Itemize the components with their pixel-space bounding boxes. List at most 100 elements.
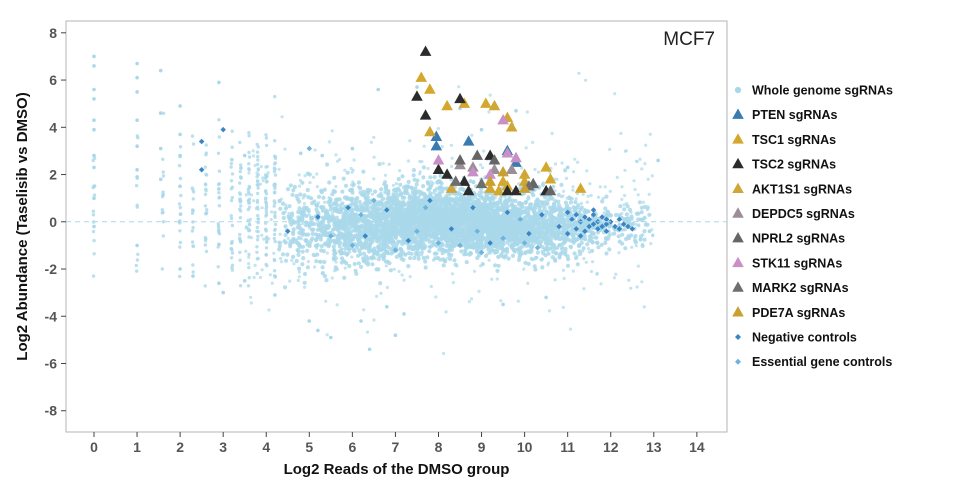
whole-genome-point	[273, 222, 278, 227]
whole-genome-point	[622, 203, 626, 207]
whole-genome-point	[135, 258, 140, 262]
whole-genome-point	[367, 209, 372, 215]
whole-genome-point	[415, 246, 420, 251]
whole-genome-point	[377, 249, 381, 253]
whole-genome-point	[420, 230, 424, 234]
whole-genome-point	[540, 249, 544, 253]
whole-genome-point	[565, 236, 569, 240]
whole-genome-point	[373, 208, 378, 213]
whole-genome-point	[579, 240, 584, 245]
whole-genome-point	[496, 263, 501, 268]
whole-genome-point	[388, 268, 393, 273]
whole-genome-point	[203, 204, 208, 208]
whole-genome-point	[256, 167, 260, 171]
whole-genome-point	[387, 231, 392, 236]
whole-genome-point	[305, 265, 310, 270]
whole-genome-point	[307, 319, 312, 323]
whole-genome-point	[160, 211, 164, 215]
whole-genome-point	[320, 230, 324, 234]
whole-genome-point	[319, 226, 324, 231]
whole-genome-point	[449, 143, 453, 147]
whole-genome-point	[470, 231, 475, 237]
negative-controls-point	[285, 228, 291, 234]
whole-genome-point	[256, 234, 260, 238]
whole-genome-point	[307, 172, 312, 177]
whole-genome-point	[341, 216, 346, 221]
whole-genome-point	[247, 134, 251, 138]
whole-genome-point	[336, 210, 340, 214]
whole-genome-point	[603, 185, 607, 189]
whole-genome-point	[348, 188, 353, 193]
whole-genome-point	[573, 220, 578, 225]
whole-genome-point	[384, 264, 388, 268]
whole-genome-point	[249, 236, 253, 240]
whole-genome-point	[525, 110, 529, 114]
whole-genome-point	[646, 177, 650, 181]
whole-genome-point	[447, 222, 452, 227]
whole-genome-point	[516, 299, 520, 303]
whole-genome-point	[456, 230, 462, 235]
whole-genome-point	[388, 247, 394, 252]
whole-genome-point	[592, 236, 597, 240]
whole-genome-point	[420, 253, 424, 257]
whole-genome-point	[262, 237, 266, 241]
whole-genome-point	[641, 233, 645, 237]
whole-genome-point	[229, 198, 234, 203]
whole-genome-point	[269, 218, 273, 222]
whole-genome-point	[582, 234, 587, 239]
whole-genome-point	[418, 232, 423, 237]
whole-genome-point	[543, 253, 548, 258]
whole-genome-point	[238, 236, 242, 240]
whole-genome-point	[92, 118, 96, 122]
whole-genome-point	[467, 210, 473, 215]
whole-genome-point	[483, 210, 489, 215]
whole-genome-point	[458, 239, 462, 243]
whole-genome-point	[338, 240, 343, 245]
whole-genome-point	[178, 184, 182, 189]
whole-genome-point	[437, 217, 442, 223]
whole-genome-point	[387, 162, 391, 166]
whole-genome-point	[379, 207, 384, 212]
whole-genome-point	[441, 247, 446, 252]
whole-genome-point	[550, 245, 555, 250]
whole-genome-point	[331, 239, 335, 243]
whole-genome-point	[570, 214, 574, 218]
whole-genome-point	[349, 236, 354, 241]
whole-genome-point	[216, 224, 221, 228]
whole-genome-point	[433, 204, 439, 210]
whole-genome-point	[544, 202, 548, 206]
whole-genome-point	[579, 201, 584, 205]
whole-genome-point	[327, 140, 331, 144]
whole-genome-point	[377, 162, 382, 167]
whole-genome-point	[343, 260, 347, 264]
whole-genome-point	[247, 184, 251, 189]
whole-genome-point	[602, 211, 606, 215]
whole-genome-point	[614, 272, 618, 276]
whole-genome-point	[633, 187, 637, 192]
whole-genome-point	[239, 204, 243, 208]
whole-genome-point	[350, 222, 354, 226]
whole-genome-point	[314, 202, 319, 207]
whole-genome-point	[642, 229, 647, 234]
whole-genome-point	[501, 249, 506, 254]
whole-genome-point	[92, 252, 96, 256]
whole-genome-point	[92, 196, 96, 200]
whole-genome-point	[432, 175, 437, 180]
whole-genome-point	[272, 258, 277, 263]
whole-genome-point	[613, 212, 619, 218]
whole-genome-point	[588, 238, 592, 242]
whole-genome-point	[428, 234, 432, 238]
whole-genome-point	[571, 205, 576, 210]
whole-genome-point	[135, 75, 139, 80]
negative-controls-point	[448, 226, 455, 232]
whole-genome-point	[260, 233, 264, 237]
whole-genome-point	[230, 251, 235, 255]
whole-genome-point	[301, 196, 305, 200]
whole-genome-point	[644, 143, 648, 147]
whole-genome-point	[406, 243, 411, 248]
negative-controls-point	[345, 204, 351, 211]
whole-genome-point	[619, 131, 623, 135]
whole-genome-point	[356, 180, 361, 185]
negative-controls-point	[198, 138, 205, 145]
whole-genome-point	[288, 183, 293, 188]
